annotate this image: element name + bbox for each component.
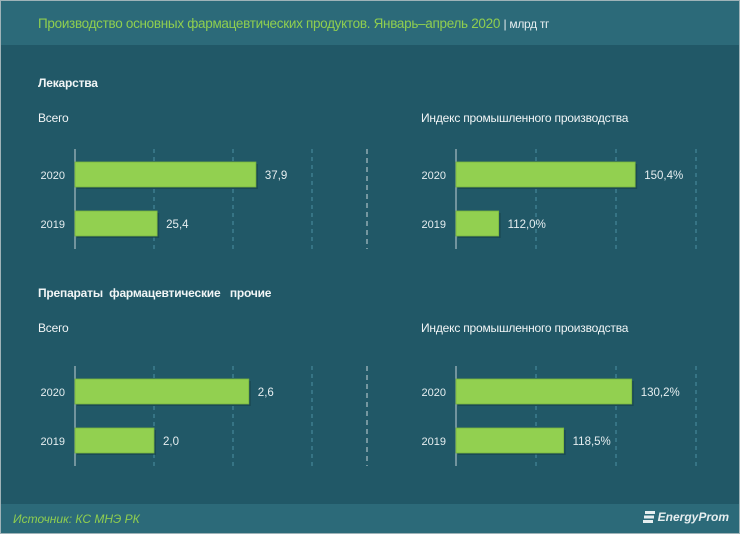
bar-2020 <box>455 378 633 405</box>
value-label: 150,4% <box>644 170 683 182</box>
value-label: 2,0 <box>163 436 179 448</box>
value-label: 37,9 <box>265 170 287 182</box>
source-note: Источник: КС МНЭ РК <box>13 512 140 526</box>
logo-text: EnergyProm <box>657 510 729 524</box>
title-text: Производство основных фармацевтических п… <box>38 16 501 31</box>
category-label: 2019 <box>41 436 65 448</box>
logo-icon <box>642 511 655 523</box>
section-title-other: Препараты фармацевтические прочие <box>38 286 272 300</box>
value-label: 112,0% <box>508 219 546 231</box>
footer: Источник: КС МНЭ РК EnergyProm <box>1 504 739 533</box>
energyprom-logo: EnergyProm <box>642 510 729 524</box>
category-label: 2020 <box>41 170 65 182</box>
category-label: 2020 <box>422 170 446 182</box>
value-label: 118,5% <box>573 436 611 448</box>
bar-2020 <box>455 161 636 188</box>
bar-2019 <box>455 210 500 237</box>
category-label: 2020 <box>422 387 446 399</box>
section-title-medicines: Лекарства <box>38 76 98 90</box>
subtitle-total-1: Всего <box>38 111 69 125</box>
header: Производство основных фармацевтических п… <box>1 1 739 45</box>
value-label: 25,4 <box>166 219 189 231</box>
unit-label: | млрд тг <box>503 17 550 31</box>
subtitle-index-1: Индекс промышленного производства <box>421 111 629 125</box>
value-label: 130,2% <box>641 387 680 399</box>
bar-2019 <box>74 210 158 237</box>
bar-2019 <box>74 427 155 454</box>
category-label: 2019 <box>422 219 446 231</box>
subtitle-total-2: Всего <box>38 321 69 335</box>
bar-2019 <box>455 427 565 454</box>
chart-title: Производство основных фармацевтических п… <box>38 16 549 31</box>
category-label: 2019 <box>41 219 65 231</box>
subtitle-index-2: Индекс промышленного производства <box>421 321 629 335</box>
bar-2020 <box>74 161 257 188</box>
category-label: 2019 <box>422 436 446 448</box>
category-label: 2020 <box>41 387 65 399</box>
bar-2020 <box>74 378 250 405</box>
value-label: 2,6 <box>258 387 274 399</box>
